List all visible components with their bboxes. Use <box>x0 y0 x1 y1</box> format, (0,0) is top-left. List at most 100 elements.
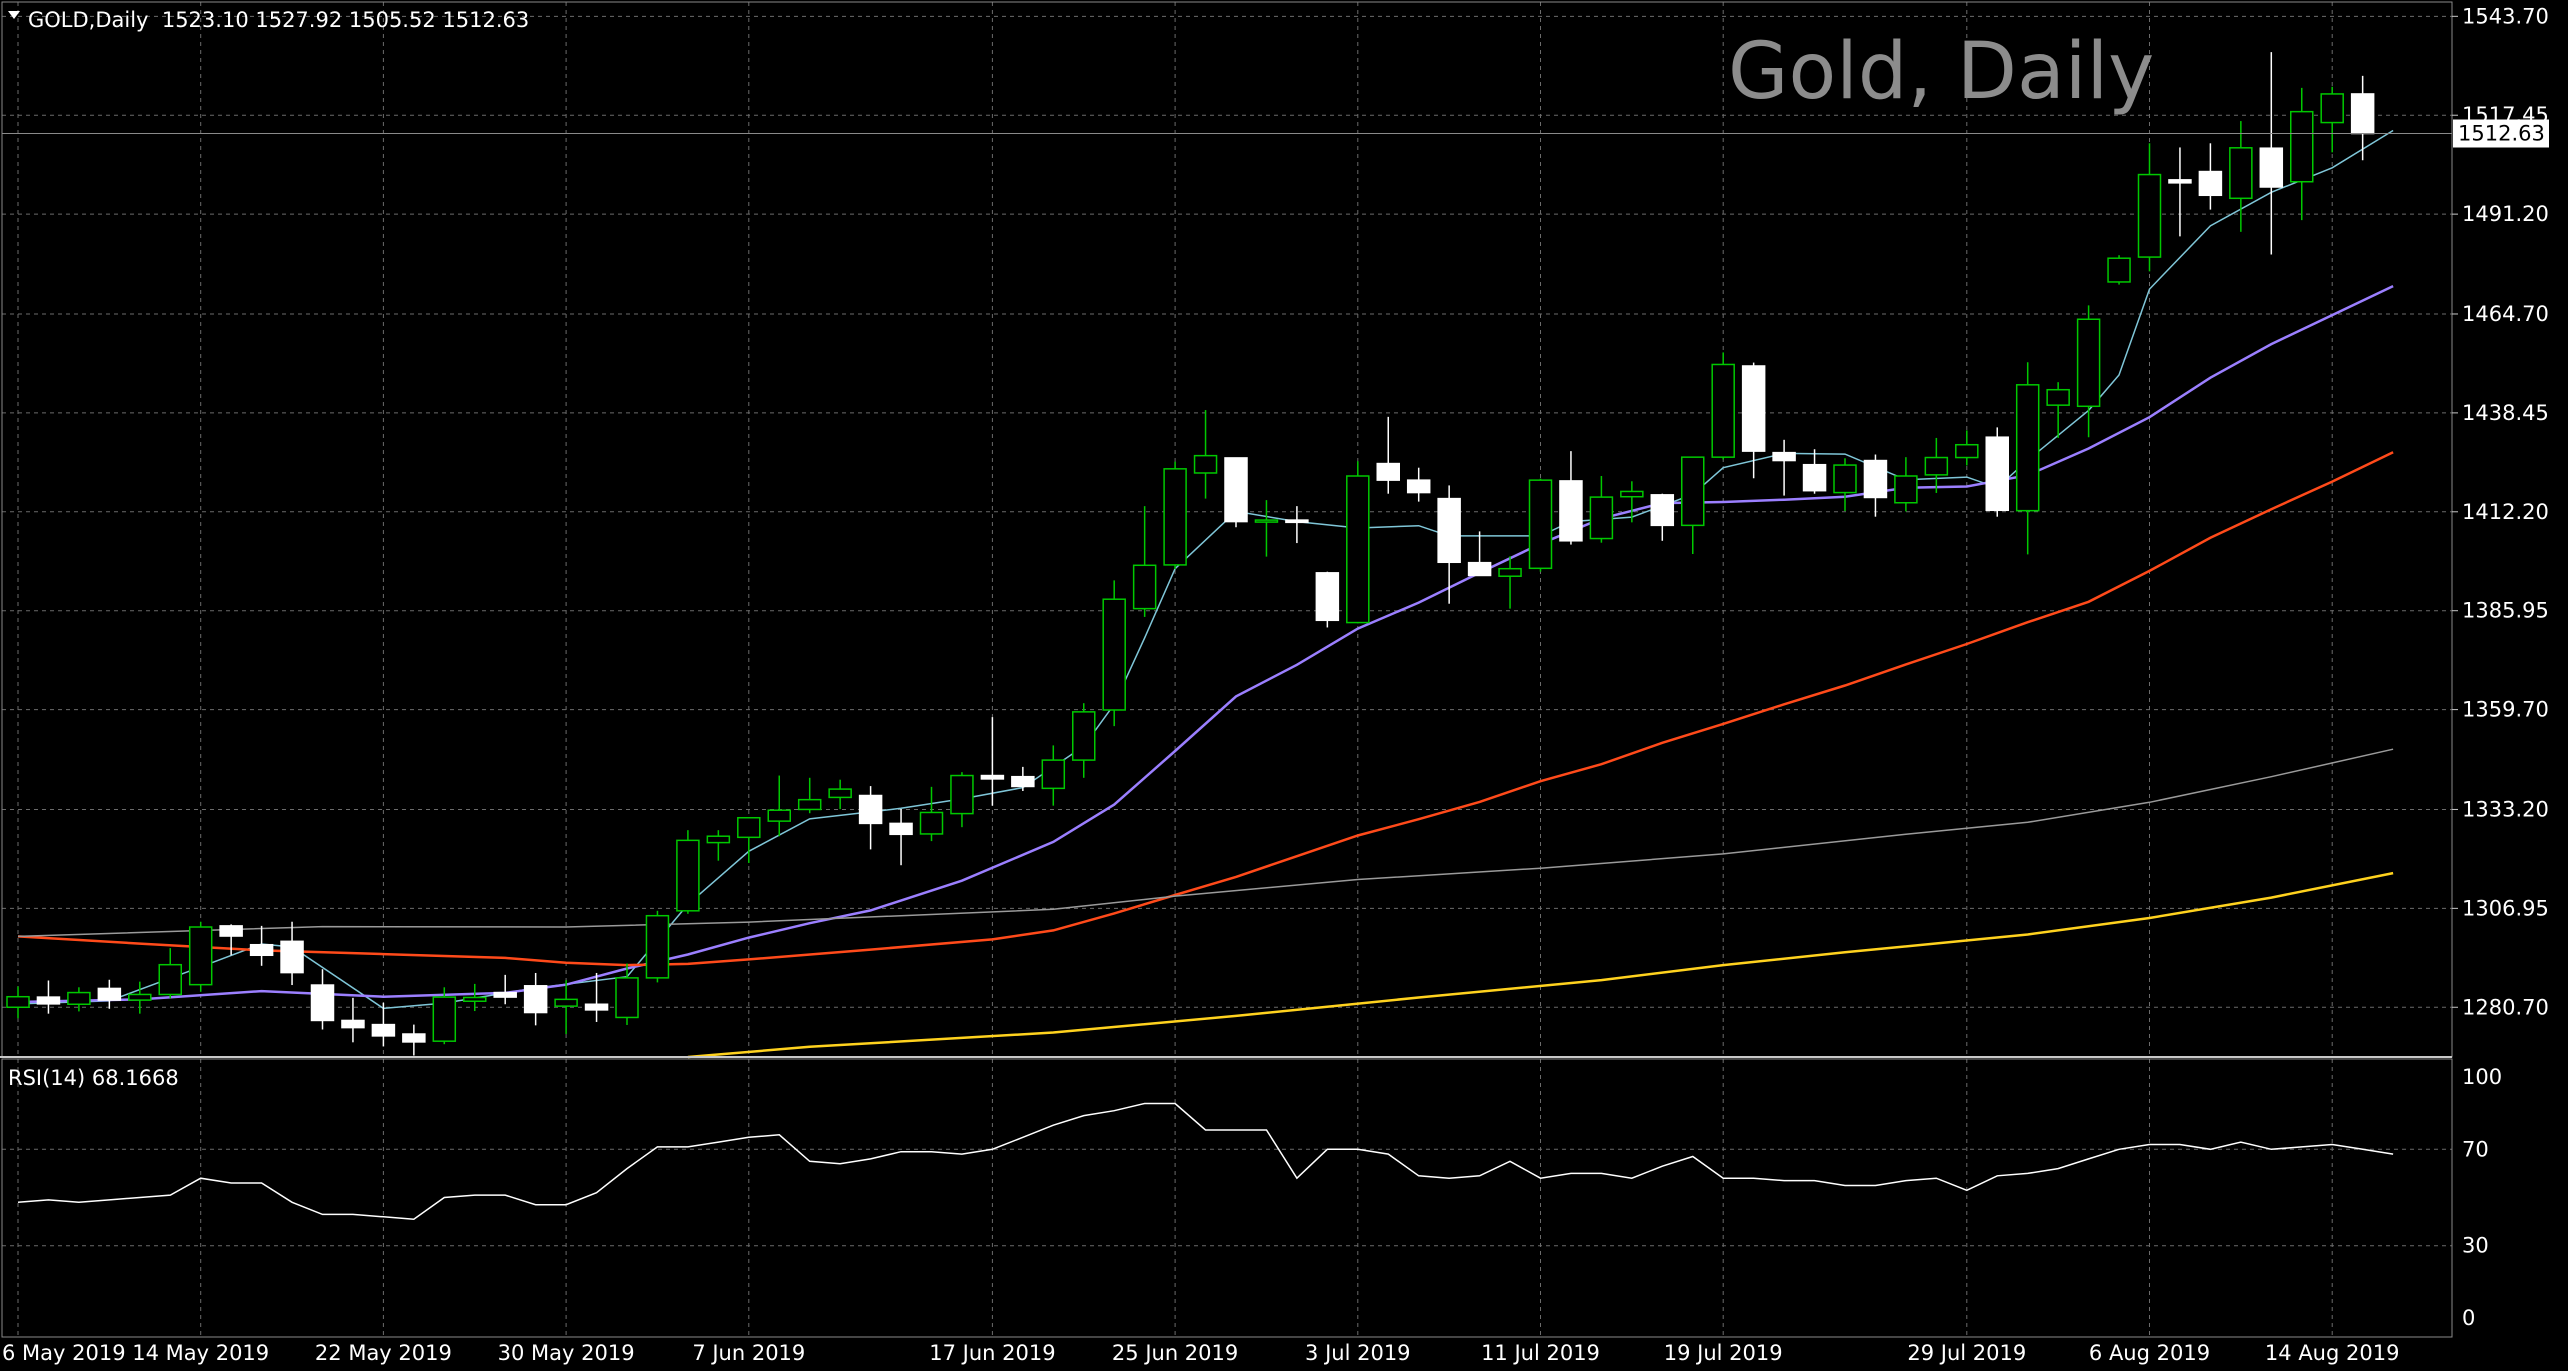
candle[interactable] <box>1772 439 1796 496</box>
candle[interactable] <box>767 775 791 837</box>
candle[interactable] <box>432 987 457 1045</box>
candle-body <box>432 996 457 1042</box>
candle[interactable] <box>1467 531 1492 577</box>
candle[interactable] <box>1011 766 1035 791</box>
candle[interactable] <box>828 779 852 810</box>
candle[interactable] <box>615 963 639 1025</box>
candle[interactable] <box>676 830 700 914</box>
candle[interactable] <box>1102 580 1126 727</box>
candle[interactable] <box>249 925 274 966</box>
candle[interactable] <box>2229 121 2253 232</box>
candle[interactable] <box>1955 430 1979 466</box>
candle-body <box>1406 479 1431 494</box>
candle[interactable] <box>523 972 548 1026</box>
candle[interactable] <box>2259 52 2284 255</box>
candle[interactable] <box>67 987 91 1012</box>
candle[interactable] <box>188 921 213 992</box>
candle[interactable] <box>889 809 913 866</box>
sma50-line <box>17 451 2394 967</box>
candle[interactable] <box>128 981 152 1014</box>
candle[interactable] <box>1741 362 1766 479</box>
time-tick-label: 19 Jul 2019 <box>1664 1341 1783 1365</box>
candle[interactable] <box>2198 143 2223 210</box>
candle[interactable] <box>554 980 578 1035</box>
candle[interactable] <box>2076 305 2101 438</box>
candle[interactable] <box>6 986 30 1019</box>
candle[interactable] <box>1650 493 1675 541</box>
candle[interactable] <box>402 1024 426 1056</box>
candle[interactable] <box>858 786 883 850</box>
candle[interactable] <box>1681 456 1705 554</box>
price-tick-label: 1412.20 <box>2462 500 2549 524</box>
candle[interactable] <box>2046 382 2070 438</box>
candle[interactable] <box>2290 87 2314 221</box>
candle[interactable] <box>950 772 974 828</box>
candle[interactable] <box>1711 352 1735 460</box>
candle-body <box>2076 318 2101 408</box>
candle[interactable] <box>1346 461 1370 624</box>
candle[interactable] <box>980 717 1005 806</box>
candle[interactable] <box>1620 481 1644 523</box>
candle[interactable] <box>919 786 944 842</box>
candle[interactable] <box>584 972 609 1022</box>
rsi-grid <box>2 1059 2452 1337</box>
candle[interactable] <box>310 969 335 1030</box>
candle[interactable] <box>371 1002 396 1047</box>
candle[interactable] <box>1437 485 1461 604</box>
rsi-series <box>17 1102 2394 1220</box>
candle[interactable] <box>1863 454 1888 517</box>
candle[interactable] <box>1315 571 1340 628</box>
candle[interactable] <box>1802 449 1827 494</box>
candle[interactable] <box>2320 86 2344 153</box>
candle[interactable] <box>1833 458 1857 512</box>
rsi-panel-frame <box>1 1058 2453 1338</box>
candle[interactable] <box>706 830 731 861</box>
candle-body <box>2229 147 2253 200</box>
candle[interactable] <box>1224 457 1248 528</box>
candle[interactable] <box>1985 427 2009 517</box>
candle[interactable] <box>1589 475 1614 543</box>
candle[interactable] <box>2137 143 2162 272</box>
candle[interactable] <box>1041 745 1066 806</box>
candle[interactable] <box>2107 255 2131 285</box>
candle[interactable] <box>1498 556 1522 609</box>
candle-body <box>128 993 152 1001</box>
candle[interactable] <box>341 997 365 1043</box>
candle[interactable] <box>2015 362 2040 555</box>
candle-body <box>1620 490 1644 498</box>
candle[interactable] <box>36 980 61 1014</box>
candle[interactable] <box>1285 506 1309 544</box>
candle[interactable] <box>219 924 243 956</box>
candle[interactable] <box>1254 500 1279 557</box>
time-tick-label: 14 Aug 2019 <box>2265 1341 2400 1365</box>
candle[interactable] <box>280 921 304 986</box>
sma100-line <box>17 748 2394 938</box>
candle[interactable] <box>97 979 122 1009</box>
time-tick-label: 14 May 2019 <box>132 1341 269 1365</box>
time-tick-label: 6 Aug 2019 <box>2089 1341 2210 1365</box>
candle[interactable] <box>737 816 761 863</box>
candle[interactable] <box>1894 457 1918 512</box>
candle[interactable] <box>1072 703 1096 778</box>
candle[interactable] <box>493 974 517 1005</box>
candle[interactable] <box>645 910 670 983</box>
candle[interactable] <box>1559 451 1583 545</box>
candle[interactable] <box>2168 147 2192 237</box>
candle[interactable] <box>1406 467 1431 502</box>
candle[interactable] <box>463 983 487 1012</box>
candle[interactable] <box>1924 437 1949 493</box>
candle[interactable] <box>1163 461 1187 570</box>
candle[interactable] <box>1376 416 1400 494</box>
rsi-line <box>17 1102 2394 1220</box>
candle[interactable] <box>797 777 822 814</box>
candle[interactable] <box>2350 75 2375 161</box>
candle[interactable] <box>158 948 182 999</box>
candle[interactable] <box>1132 506 1157 617</box>
candle-body <box>1072 711 1096 761</box>
candlestick-series[interactable] <box>6 52 2375 1056</box>
candle[interactable] <box>1528 478 1553 572</box>
collapse-triangle-icon[interactable] <box>8 11 20 19</box>
candle-body <box>980 774 1005 780</box>
candle[interactable] <box>1193 410 1218 499</box>
